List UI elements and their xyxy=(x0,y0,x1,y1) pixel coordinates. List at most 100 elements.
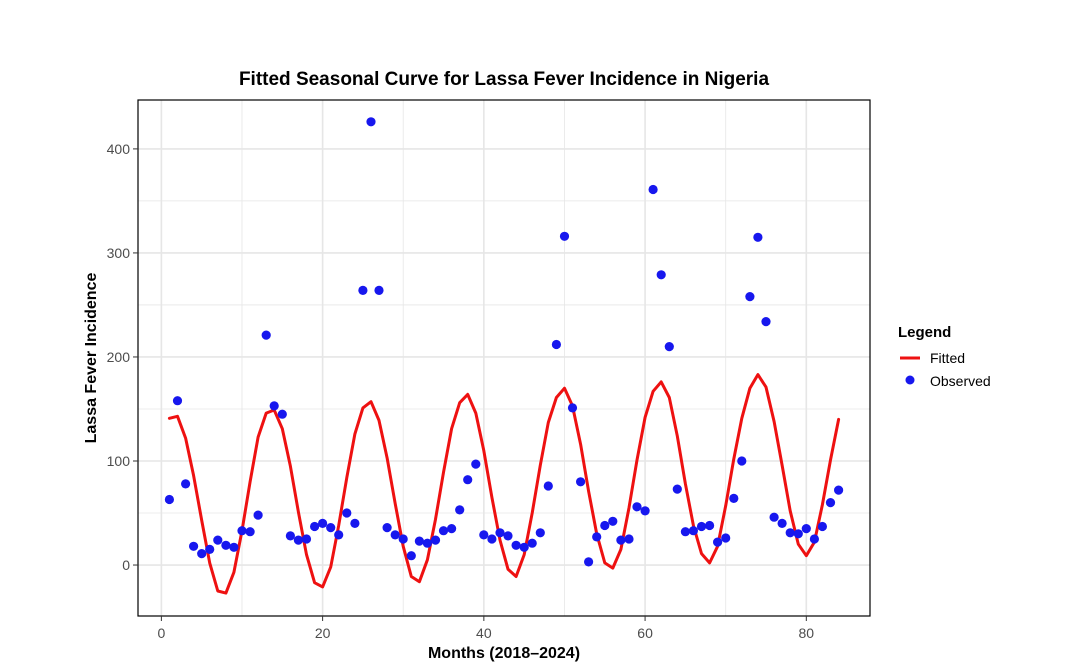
observed-point xyxy=(310,521,320,532)
observed-point xyxy=(688,526,699,536)
plot-border xyxy=(137,99,871,617)
observed-point xyxy=(422,538,432,548)
observed-point xyxy=(285,531,295,541)
observed-point xyxy=(269,401,279,411)
observed-point xyxy=(713,537,723,547)
observed-point xyxy=(495,528,505,538)
observed-point xyxy=(608,516,618,526)
observed-point xyxy=(487,534,497,544)
observed-point xyxy=(237,526,247,536)
observed-point xyxy=(664,342,674,352)
observed-point xyxy=(769,512,779,522)
observed-point xyxy=(616,535,626,545)
observed-point xyxy=(221,540,231,550)
observed-point xyxy=(164,494,174,505)
observed-point xyxy=(293,535,303,545)
observed-point xyxy=(576,477,586,487)
observed-point xyxy=(189,541,199,551)
observed-point xyxy=(245,527,255,537)
observed-point xyxy=(406,551,416,561)
legend-observed-key xyxy=(905,375,915,385)
observed-point xyxy=(301,534,312,544)
observed-point xyxy=(535,528,545,538)
fitted-line xyxy=(167,373,841,595)
observed-point xyxy=(253,510,263,520)
observed-point xyxy=(471,459,481,469)
observed-point xyxy=(374,285,384,295)
observed-point xyxy=(559,231,570,241)
observed-point xyxy=(632,502,642,512)
observed-point xyxy=(350,518,360,529)
observed-point xyxy=(447,524,457,534)
observed-point xyxy=(390,530,400,540)
observed-point xyxy=(197,549,207,559)
observed-point xyxy=(825,498,836,508)
observed-point xyxy=(366,117,376,127)
observed-point xyxy=(680,527,691,537)
observed-point xyxy=(834,485,844,495)
observed-point xyxy=(181,479,191,489)
observed-point xyxy=(624,534,634,544)
observed-point xyxy=(519,542,529,552)
legend-title: Legend xyxy=(898,324,951,341)
observed-point xyxy=(543,481,553,491)
observed-series xyxy=(164,117,844,567)
observed-point xyxy=(817,521,828,532)
observed-point xyxy=(479,530,489,540)
observed-point xyxy=(696,521,707,532)
observed-point xyxy=(527,538,537,548)
x-tick-label: 40 xyxy=(476,625,492,641)
observed-point xyxy=(745,292,755,302)
observed-point xyxy=(326,523,336,533)
observed-point xyxy=(358,285,368,295)
y-tick-label: 300 xyxy=(107,245,131,261)
x-tick-label: 20 xyxy=(315,625,331,641)
y-tick-label: 100 xyxy=(107,453,131,469)
observed-point xyxy=(342,508,352,518)
observed-point xyxy=(438,526,449,536)
observed-point xyxy=(382,523,392,533)
x-tick-label: 80 xyxy=(799,625,815,641)
x-tick-label: 60 xyxy=(637,625,653,641)
legend-observed-label: Observed xyxy=(930,373,991,389)
chart-title: Fitted Seasonal Curve for Lassa Fever In… xyxy=(239,69,770,90)
fitted-series xyxy=(167,373,841,595)
plot-background xyxy=(138,100,870,616)
y-axis-title: Lassa Fever Incidence xyxy=(83,273,100,444)
observed-point xyxy=(277,409,287,419)
observed-point xyxy=(592,532,602,542)
observed-point xyxy=(777,518,787,529)
observed-point xyxy=(721,533,731,543)
observed-point xyxy=(430,535,441,545)
y-tick-label: 400 xyxy=(107,141,131,157)
observed-point xyxy=(229,542,239,552)
observed-point xyxy=(551,339,562,350)
observed-point xyxy=(503,531,513,541)
observed-point xyxy=(600,520,610,531)
observed-point xyxy=(729,493,739,503)
observed-point xyxy=(801,524,811,534)
x-tick-label: 0 xyxy=(157,625,165,641)
observed-point xyxy=(737,456,747,466)
legend: Legend Fitted Observed xyxy=(898,324,991,389)
observed-point xyxy=(785,528,795,538)
observed-point xyxy=(511,540,521,550)
observed-point xyxy=(334,530,344,540)
plot-area xyxy=(137,99,871,617)
observed-point xyxy=(656,270,666,280)
x-axis-title: Months (2018–2024) xyxy=(428,645,580,662)
y-tick-label: 200 xyxy=(107,349,131,365)
observed-point xyxy=(672,484,682,494)
legend-fitted-label: Fitted xyxy=(930,350,965,366)
observed-point xyxy=(584,557,594,567)
observed-point xyxy=(398,534,408,544)
observed-point xyxy=(213,535,223,545)
observed-point xyxy=(463,475,473,485)
observed-point xyxy=(567,403,578,413)
observed-point xyxy=(172,396,183,406)
observed-point xyxy=(205,544,215,555)
y-tick-label: 0 xyxy=(122,557,130,573)
observed-point xyxy=(761,317,771,327)
y-axis-ticks: 0 100 200 300 400 xyxy=(107,141,138,573)
